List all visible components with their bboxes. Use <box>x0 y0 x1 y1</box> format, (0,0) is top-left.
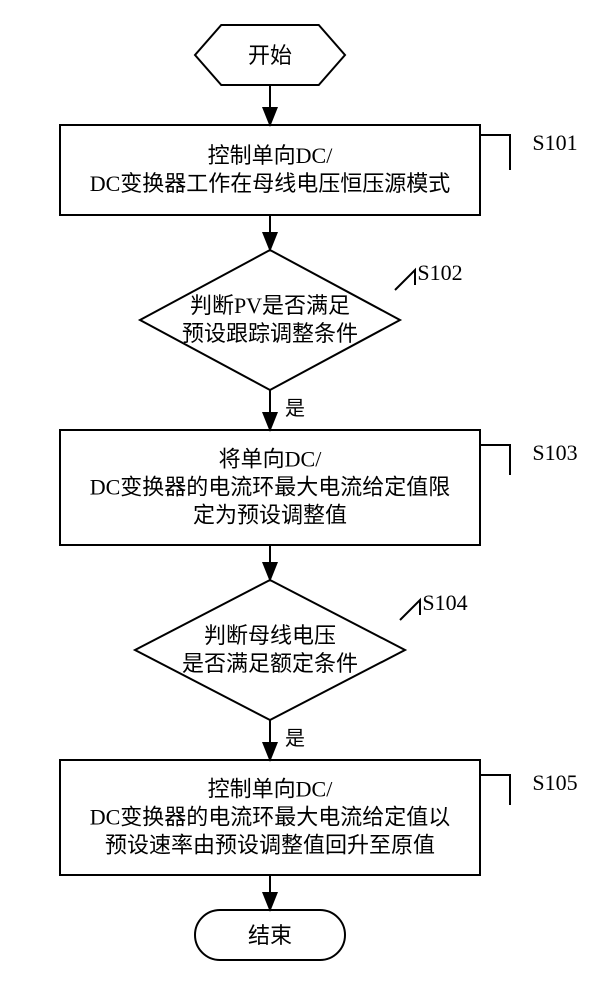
flowchart-canvas: 开始控制单向DC/DC变换器工作在母线电压恒压源模式 S101 将单向DC/DC变换… <box>0 0 613 1000</box>
decision-d104 <box>135 580 405 720</box>
svg-text:DC变换器的电流环最大电流给定值以: DC变换器的电流环最大电流给定值以 <box>90 805 451 830</box>
start-label: 开始 <box>248 43 292 68</box>
leader-0 <box>480 135 510 170</box>
svg-text:预设速率由预设调整值回升至原值: 预设速率由预设调整值回升至原值 <box>105 833 435 858</box>
svg-text:判断母线电压: 判断母线电压 <box>204 623 336 648</box>
decision-d102 <box>140 250 400 390</box>
tag-s103: S103 <box>532 440 577 465</box>
tag-d104: S104 <box>422 590 467 615</box>
leader-4 <box>480 775 510 805</box>
svg-text:DC变换器工作在母线电压恒压源模式: DC变换器工作在母线电压恒压源模式 <box>90 171 451 196</box>
process-s101 <box>60 125 480 215</box>
tag-s101: S101 <box>532 130 577 155</box>
tag-d102: S102 <box>417 260 462 285</box>
yes2-label: 是 <box>285 728 305 750</box>
tag-s105: S105 <box>532 770 577 795</box>
svg-text:将单向DC/: 将单向DC/ <box>219 447 323 472</box>
svg-text:预设跟踪调整条件: 预设跟踪调整条件 <box>182 321 358 346</box>
svg-text:判断PV是否满足: 判断PV是否满足 <box>190 293 350 318</box>
leader-1 <box>395 270 415 290</box>
svg-text:控制单向DC/: 控制单向DC/ <box>208 143 334 168</box>
yes1-label: 是 <box>285 398 305 420</box>
leader-3 <box>400 600 420 620</box>
svg-text:控制单向DC/: 控制单向DC/ <box>208 777 334 802</box>
leader-2 <box>480 445 510 475</box>
svg-text:定为预设调整值: 定为预设调整值 <box>193 503 347 528</box>
svg-text:是否满足额定条件: 是否满足额定条件 <box>182 651 358 676</box>
svg-text:DC变换器的电流环最大电流给定值限: DC变换器的电流环最大电流给定值限 <box>90 475 451 500</box>
end-label: 结束 <box>248 923 292 948</box>
